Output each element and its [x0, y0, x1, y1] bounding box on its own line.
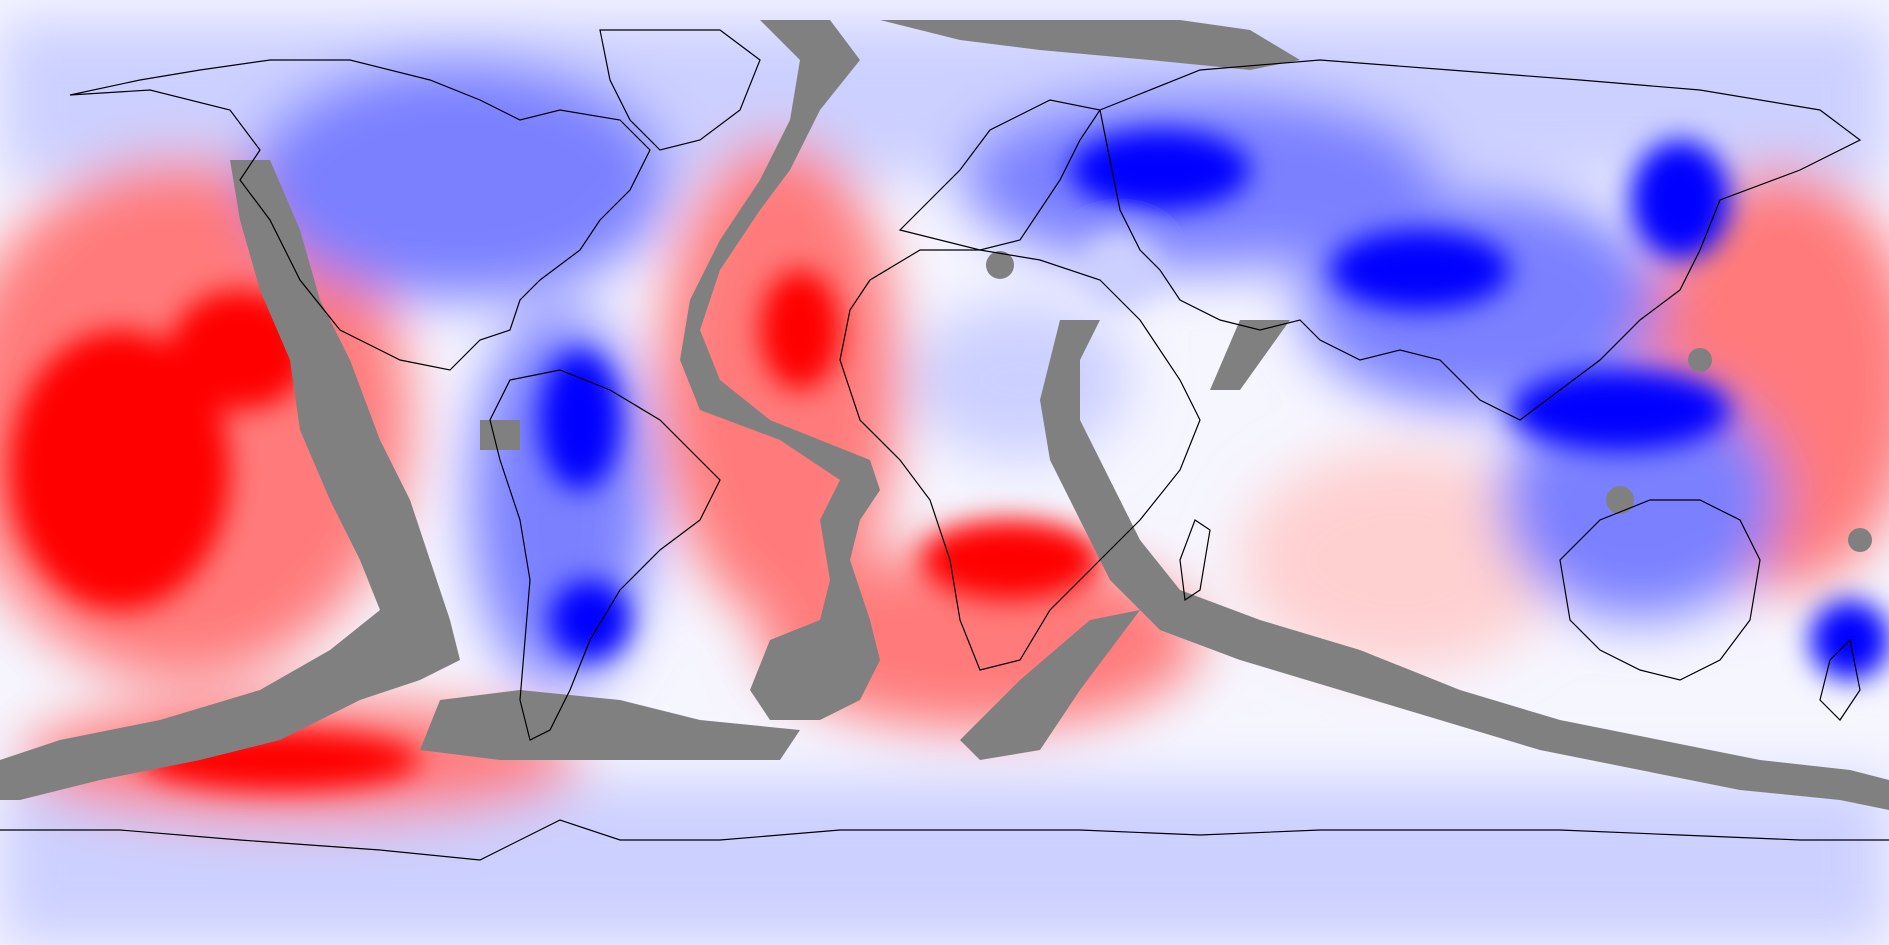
mask-patch-1: [986, 251, 1014, 279]
mask-patch-5: [480, 420, 520, 450]
south-atlantic-warm-core: [920, 520, 1100, 600]
coast-asia: [1099, 59, 1862, 421]
coast-madagascar: [1179, 519, 1211, 602]
north-america-cool: [250, 60, 670, 300]
east-pacific-rise: [0, 160, 460, 800]
china-cool-core: [1330, 230, 1510, 310]
coast-africa: [839, 249, 1201, 671]
indian-ocean-warm: [1240, 450, 1560, 670]
mask-patch-6: [640, 740, 680, 760]
coastlines: [0, 29, 1889, 861]
south-atlantic-warm: [760, 550, 1200, 730]
amazon-cool-core: [540, 350, 620, 490]
sw-indian-ridge: [960, 610, 1140, 760]
mid-atlantic-ridge: [680, 20, 880, 720]
anomaly-field-cores: [10, 130, 1889, 790]
coast-greenland: [599, 29, 761, 151]
coast-new-zealand: [1819, 638, 1861, 721]
pacific-warm-core: [10, 330, 230, 610]
indian-ocean-ridge: [1040, 320, 1889, 810]
atlantic-warm-core: [760, 270, 840, 390]
carlsberg-ridge: [1210, 320, 1290, 390]
indonesia-cool-core: [1510, 370, 1730, 450]
russia-cool-core: [1070, 130, 1250, 210]
mask-patch-2: [1688, 348, 1712, 372]
arctic-ridge: [880, 20, 1300, 70]
coast-south-america: [489, 369, 721, 741]
scotia-ridge: [420, 690, 800, 760]
coast-north-america: [69, 59, 651, 371]
coast-antarctica: [0, 819, 1889, 861]
coast-australia: [1559, 499, 1761, 681]
patagonia-cool-core: [550, 580, 630, 660]
arabia-mild-core: [1080, 230, 1160, 310]
japan-cool-core: [1630, 140, 1730, 260]
mask-patch-3: [1606, 486, 1634, 514]
ridge-mask: [0, 20, 1889, 810]
mask-patch-4: [1848, 528, 1872, 552]
